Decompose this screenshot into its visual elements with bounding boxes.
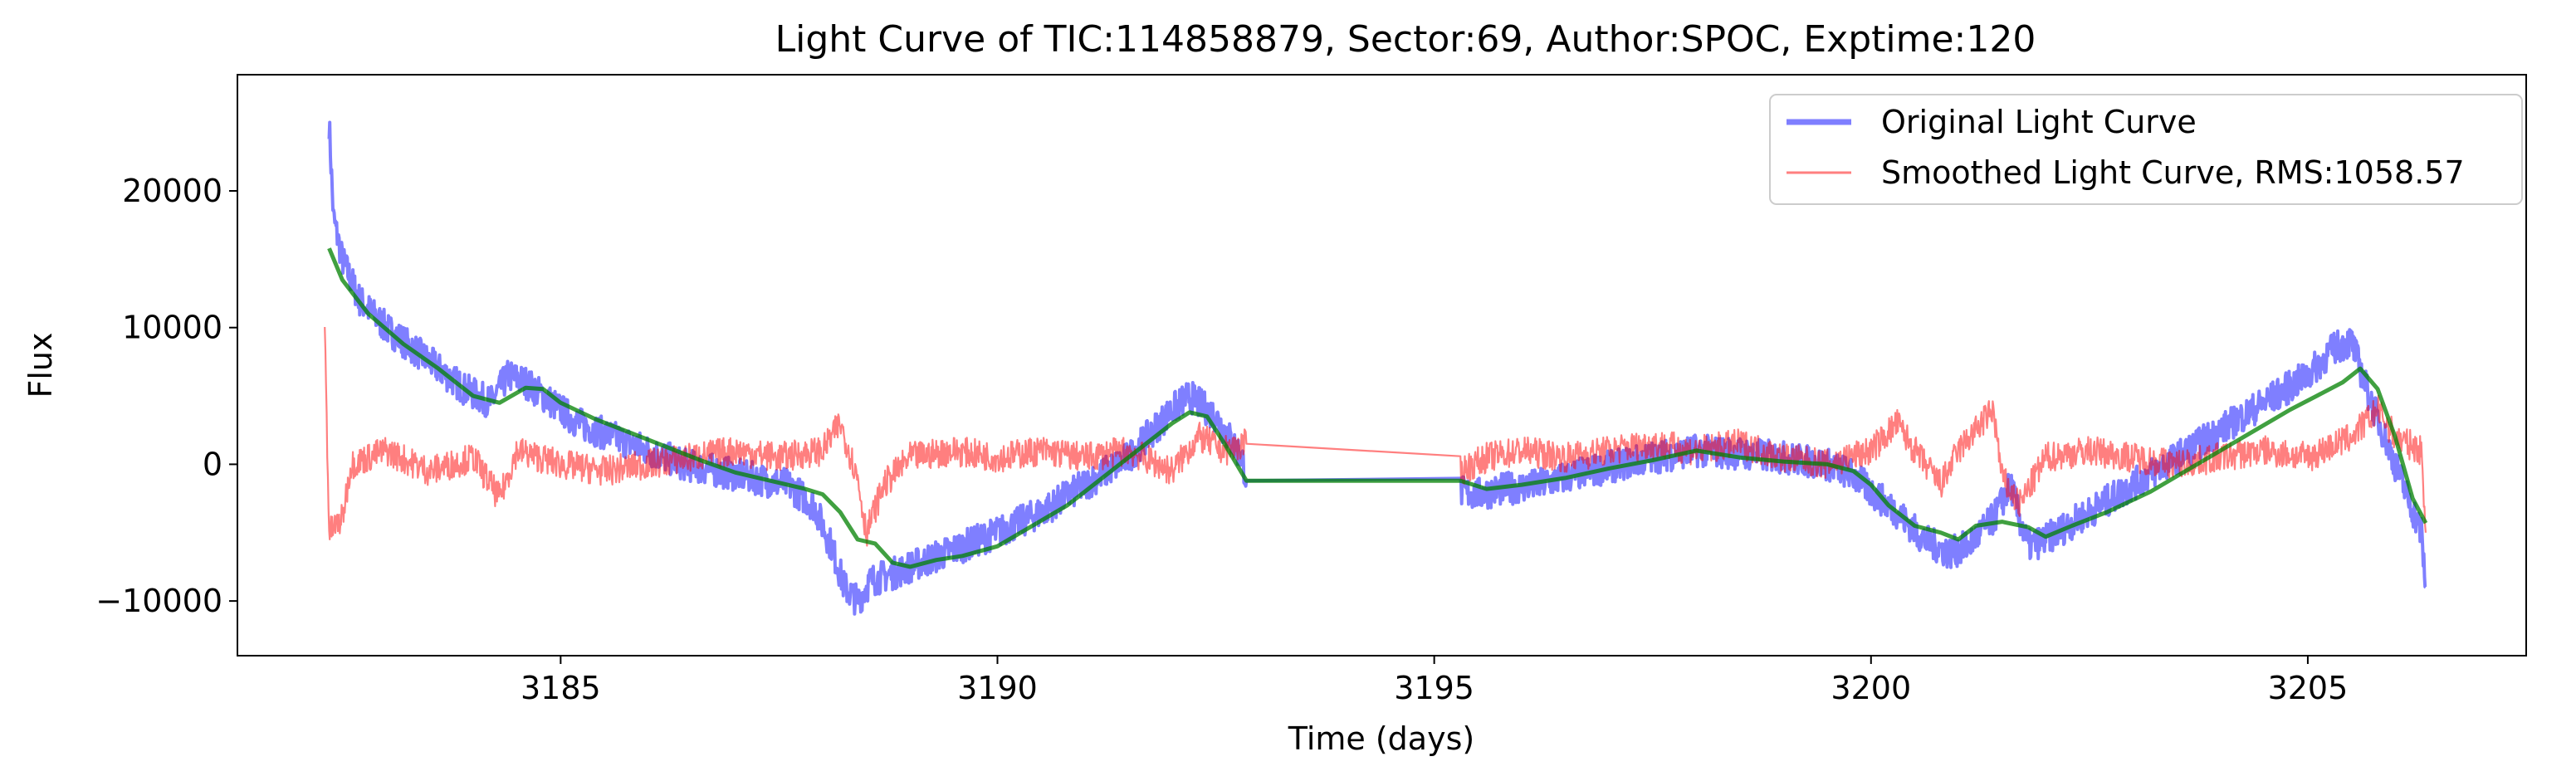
y-tick-label: 10000 [122,310,222,346]
legend-box [1769,94,2523,205]
series-line-0 [327,120,2427,616]
series-layer [324,120,2428,616]
x-axis-ticks: 3185 3190 3195 3200 3205 [521,656,2348,706]
chart-title: Light Curve of TIC:114858879, Sector:69,… [775,18,2036,61]
legend-label-original: Original Light Curve [1881,104,2197,140]
legend-label-smoothed: Smoothed Light Curve, RMS:1058.57 [1881,154,2465,191]
x-tick-label: 3195 [1394,670,1474,706]
y-axis-ticks: −10000 0 10000 20000 [95,173,237,619]
series-line-2 [327,247,2428,569]
legend: Original Light Curve Smoothed Light Curv… [1769,94,2523,205]
x-tick-label: 3200 [1831,670,1911,706]
y-axis-label: Flux [22,333,59,398]
y-tick-label: −10000 [95,583,222,619]
x-axis-label: Time (days) [1288,720,1474,757]
y-tick-label: 0 [203,446,222,482]
y-tick-label: 20000 [122,173,222,209]
series-line-1 [324,326,2427,547]
plot-frame [237,74,2527,657]
x-tick-label: 3205 [2268,670,2349,706]
x-tick-label: 3185 [521,670,601,706]
x-tick-label: 3190 [957,670,1038,706]
